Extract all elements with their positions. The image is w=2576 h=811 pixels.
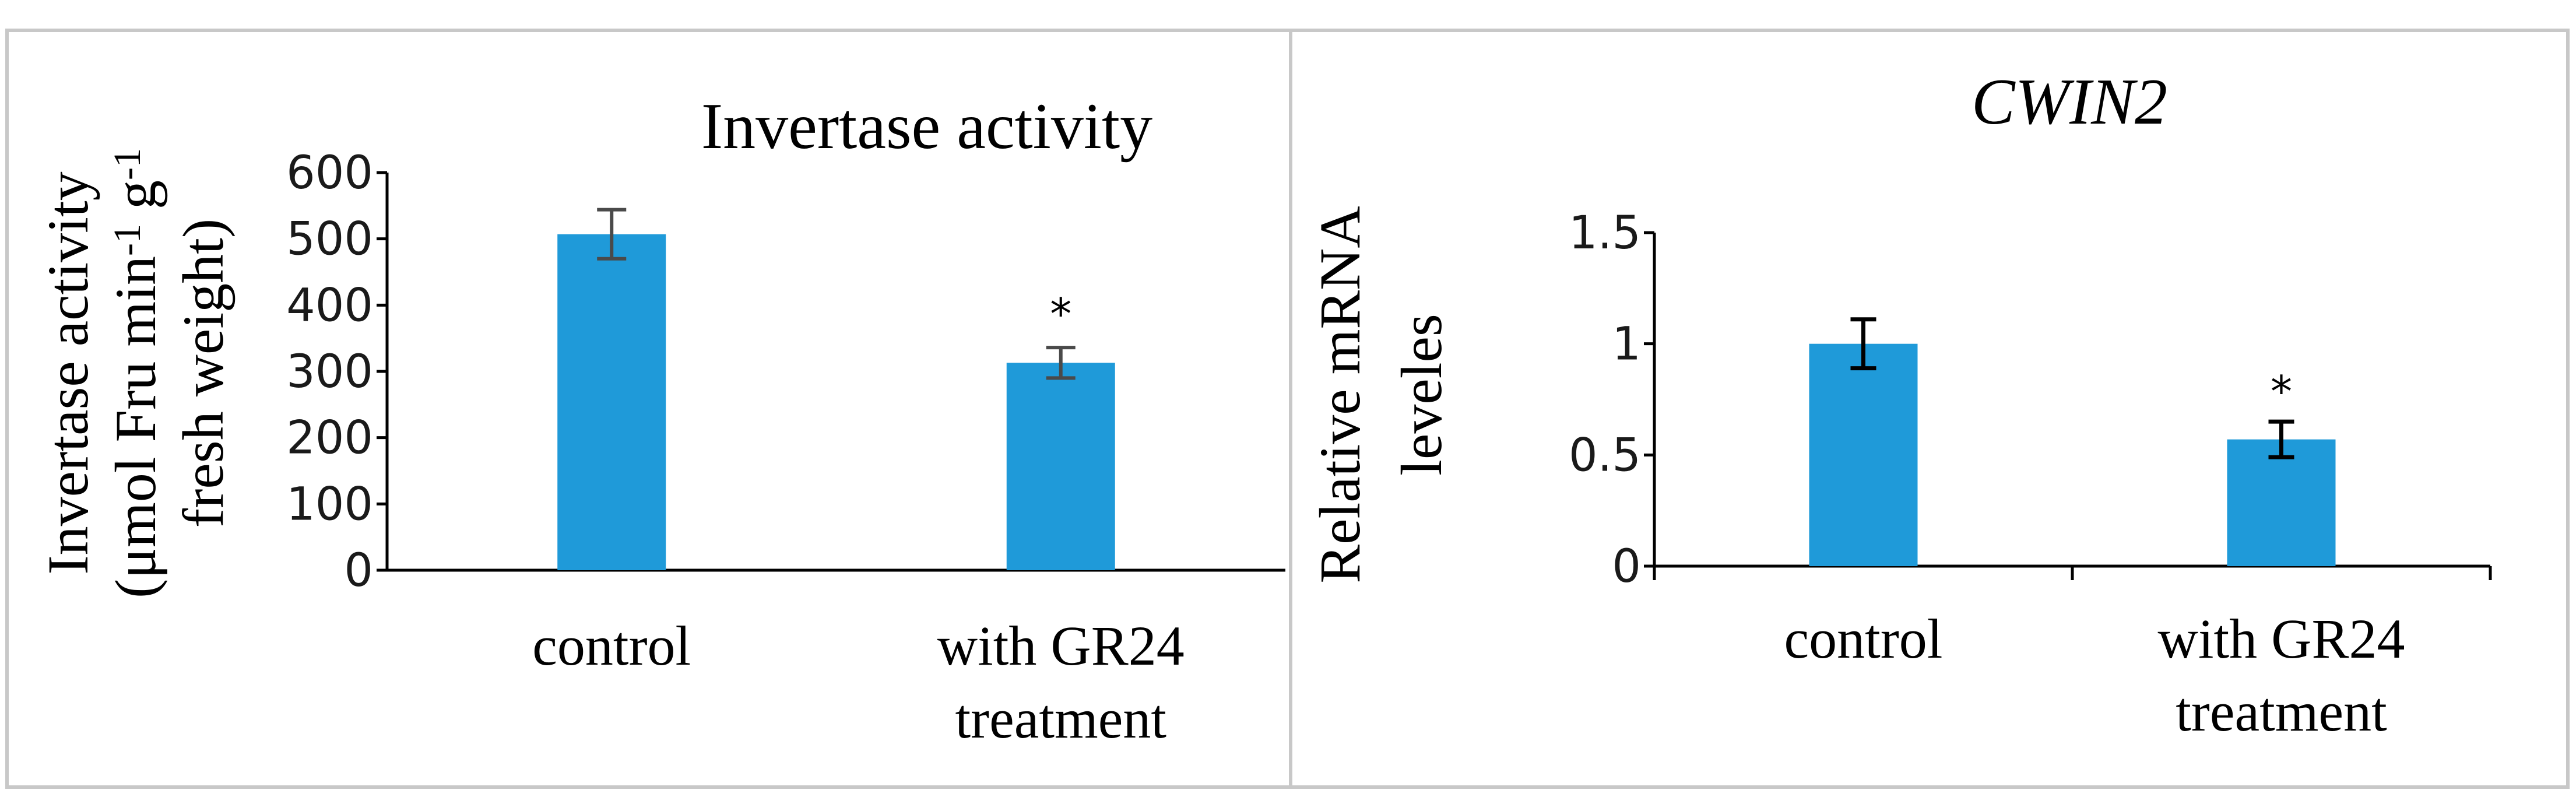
label-text: Invertase activity — [36, 171, 100, 574]
panel-border-1 — [5, 29, 1292, 789]
y-tick-label: 300 — [286, 346, 373, 398]
label-text: g — [103, 180, 168, 224]
label-text: (μmol Fru min — [103, 256, 168, 598]
x-category-label: with GR24 — [2157, 608, 2405, 670]
x-category-label: treatment — [955, 687, 1167, 750]
label-text: fresh weight) — [171, 219, 236, 528]
label-text: leveles — [1389, 314, 1454, 476]
chart-title: Invertase activity — [701, 90, 1152, 163]
superscript: -1 — [106, 148, 149, 180]
significance-marker: * — [2271, 367, 2292, 417]
y-tick-label: 500 — [286, 213, 373, 266]
y-tick-label: 400 — [286, 279, 373, 332]
bar-with-gr24-treatment — [1006, 363, 1115, 570]
y-axis-label-line: leveles — [1389, 314, 1454, 476]
invertase-activity-chart: Invertase activity 0 100 200 300 400 500 600 con… — [36, 90, 1285, 750]
y-axis-label: Relative mRNA leveles — [1308, 206, 1454, 583]
y-axis-label: Invertase activity (μmol Fru min-1 g-1fre… — [36, 148, 236, 598]
bar-with-gr24-treatment — [2227, 439, 2336, 566]
cwin2-expression-chart: CWIN2 0 0.5 1 1.5 control * with GR24 treatment R… — [1308, 66, 2492, 743]
y-tick-label: 0.5 — [1569, 429, 1641, 482]
significance-marker: * — [1050, 289, 1071, 339]
y-tick-label: 600 — [286, 147, 373, 199]
y-axis-label-line: (μmol Fru min-1 g-1 — [103, 148, 168, 598]
x-category-label: control — [1784, 608, 1943, 670]
x-category-label: control — [532, 615, 691, 677]
bar-control — [1809, 343, 1918, 566]
y-axis-label-line: Relative mRNA — [1308, 206, 1372, 583]
x-category-label: with GR24 — [937, 615, 1185, 677]
y-tick-label: 0 — [1612, 540, 1641, 593]
y-axis-label-line: Invertase activity — [36, 171, 100, 574]
y-tick-label: 0 — [344, 545, 373, 597]
superscript: -1 — [106, 224, 149, 256]
y-axis-label-line: fresh weight) — [171, 219, 236, 528]
label-text: Relative mRNA — [1308, 206, 1372, 583]
y-tick-label: 1 — [1612, 318, 1641, 371]
y-tick-label: 1.5 — [1569, 207, 1641, 259]
y-tick-label: 100 — [286, 478, 373, 531]
bar-control — [557, 234, 666, 571]
x-category-label: treatment — [2176, 680, 2387, 743]
chart-title: CWIN2 — [1971, 66, 2167, 138]
y-tick-label: 200 — [286, 412, 373, 465]
